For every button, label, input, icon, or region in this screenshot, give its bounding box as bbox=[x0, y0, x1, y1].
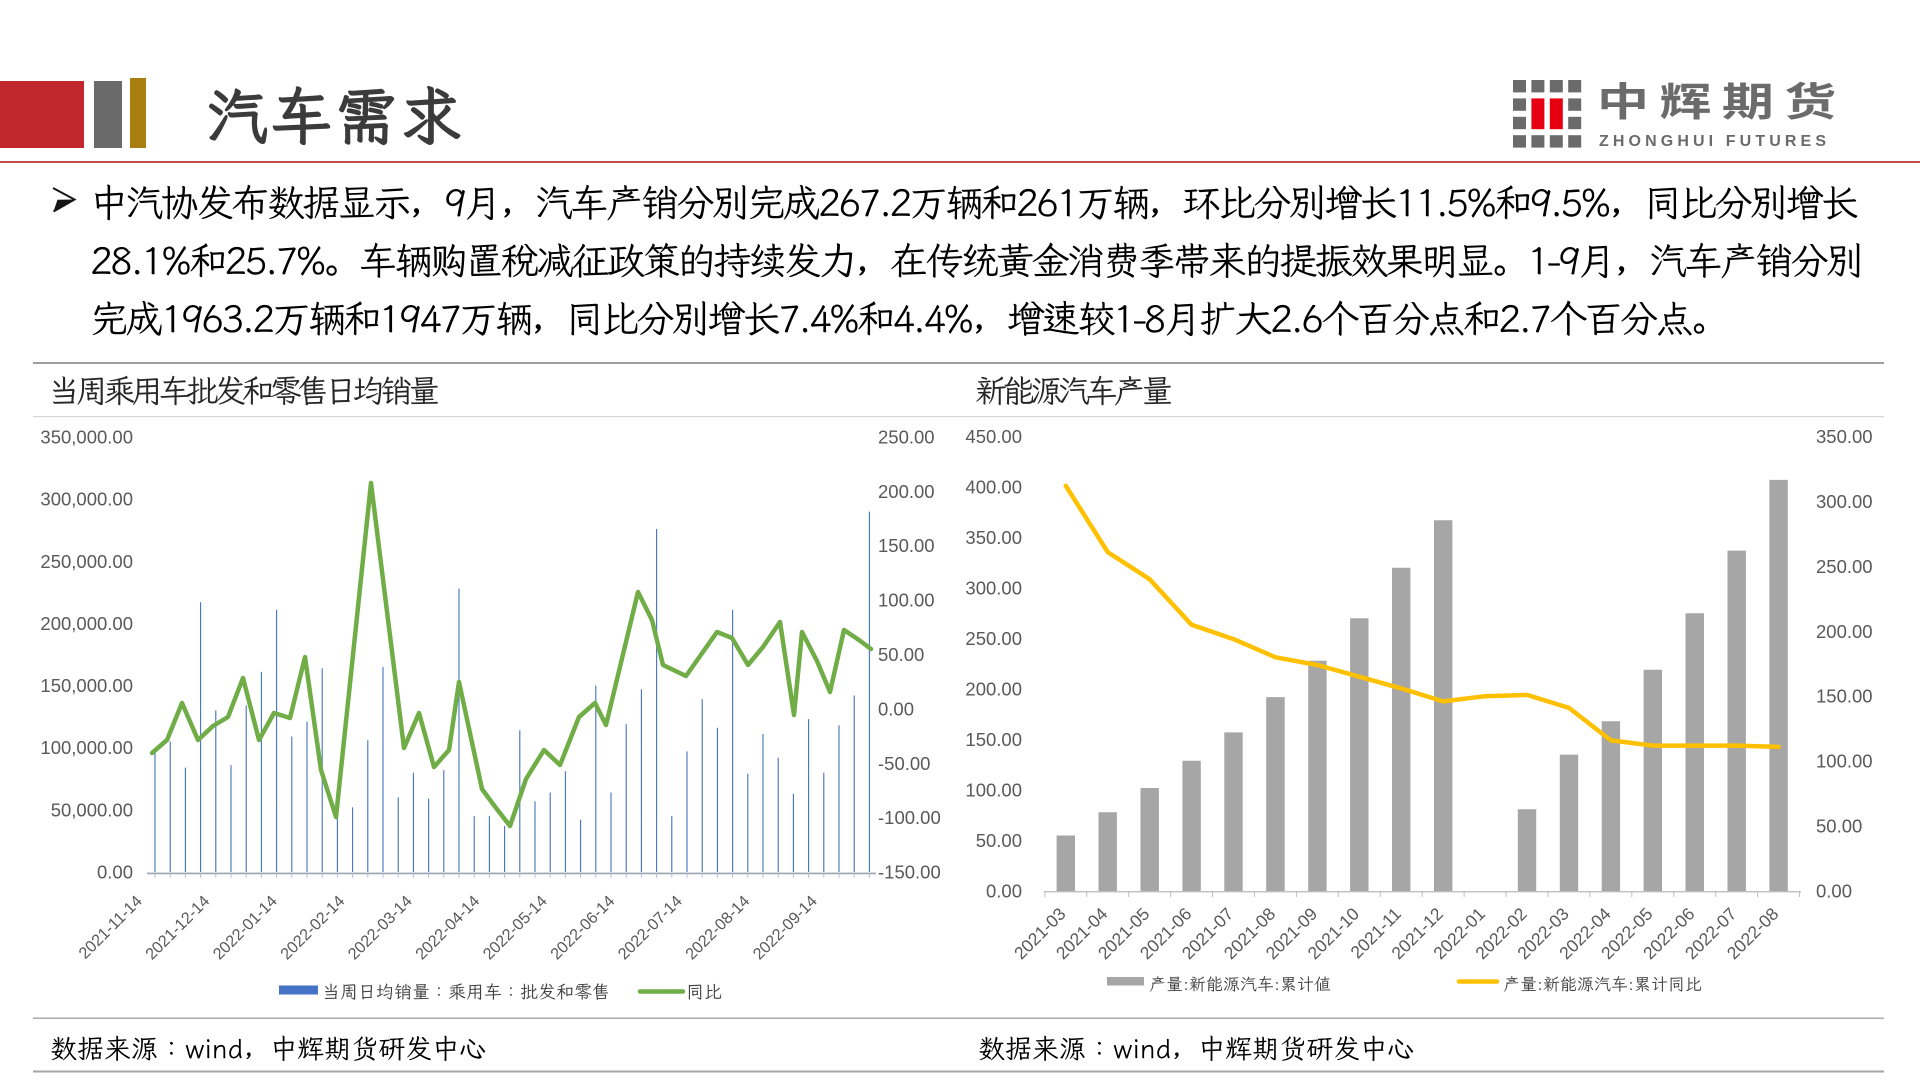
svg-text:2022-07-14: 2022-07-14 bbox=[615, 892, 686, 963]
svg-text:0.00: 0.00 bbox=[1816, 881, 1852, 902]
svg-text:100.00: 100.00 bbox=[1816, 751, 1873, 772]
svg-text:0.00: 0.00 bbox=[878, 698, 914, 719]
svg-text:-50.00: -50.00 bbox=[878, 753, 930, 774]
svg-text:50.00: 50.00 bbox=[878, 644, 924, 665]
svg-text:150.00: 150.00 bbox=[878, 535, 935, 556]
svg-text:300,000.00: 300,000.00 bbox=[40, 489, 133, 510]
svg-text:-150.00: -150.00 bbox=[878, 862, 941, 883]
svg-text:2021-12-14: 2021-12-14 bbox=[142, 892, 213, 963]
svg-text:50.00: 50.00 bbox=[976, 830, 1022, 851]
svg-text:2021-11-14: 2021-11-14 bbox=[75, 892, 145, 962]
svg-text:2022-01-14: 2022-01-14 bbox=[210, 892, 281, 963]
svg-text:300.00: 300.00 bbox=[1816, 491, 1873, 512]
svg-text:150.00: 150.00 bbox=[965, 729, 1022, 750]
svg-text:150.00: 150.00 bbox=[1816, 686, 1873, 707]
svg-text:2022-02-14: 2022-02-14 bbox=[277, 892, 348, 963]
svg-text:0.00: 0.00 bbox=[986, 881, 1022, 902]
svg-text:100,000.00: 100,000.00 bbox=[40, 737, 133, 758]
svg-text:200.00: 200.00 bbox=[965, 679, 1022, 700]
svg-text:350.00: 350.00 bbox=[1816, 426, 1873, 447]
svg-text:150,000.00: 150,000.00 bbox=[40, 675, 133, 696]
svg-text:250.00: 250.00 bbox=[1816, 556, 1873, 577]
svg-text:2022-05-14: 2022-05-14 bbox=[480, 892, 551, 963]
svg-text:2022-09-14: 2022-09-14 bbox=[750, 892, 821, 963]
svg-text:0.00: 0.00 bbox=[97, 862, 133, 883]
svg-text:200.00: 200.00 bbox=[1816, 621, 1873, 642]
svg-text:350,000.00: 350,000.00 bbox=[40, 427, 133, 448]
svg-text:250.00: 250.00 bbox=[878, 427, 935, 448]
svg-text:50.00: 50.00 bbox=[1816, 816, 1862, 837]
svg-text:300.00: 300.00 bbox=[965, 578, 1022, 599]
svg-text:2022-04-14: 2022-04-14 bbox=[412, 892, 483, 963]
svg-text:250,000.00: 250,000.00 bbox=[40, 551, 133, 572]
svg-text:2022-06-14: 2022-06-14 bbox=[547, 892, 618, 963]
svg-text:-100.00: -100.00 bbox=[878, 807, 941, 828]
svg-text:50,000.00: 50,000.00 bbox=[51, 799, 133, 820]
svg-text:100.00: 100.00 bbox=[878, 590, 935, 611]
svg-text:100.00: 100.00 bbox=[965, 780, 1022, 801]
svg-text:200.00: 200.00 bbox=[878, 481, 935, 502]
svg-text:2022-03-14: 2022-03-14 bbox=[345, 892, 416, 963]
svg-text:350.00: 350.00 bbox=[965, 527, 1022, 548]
svg-text:ZHONGHUI FUTURES: ZHONGHUI FUTURES bbox=[1599, 133, 1826, 150]
svg-text:450.00: 450.00 bbox=[965, 426, 1022, 447]
svg-text:200,000.00: 200,000.00 bbox=[40, 613, 133, 634]
svg-text:250.00: 250.00 bbox=[965, 628, 1022, 649]
svg-text:400.00: 400.00 bbox=[965, 477, 1022, 498]
svg-text:2022-08-14: 2022-08-14 bbox=[682, 892, 753, 963]
